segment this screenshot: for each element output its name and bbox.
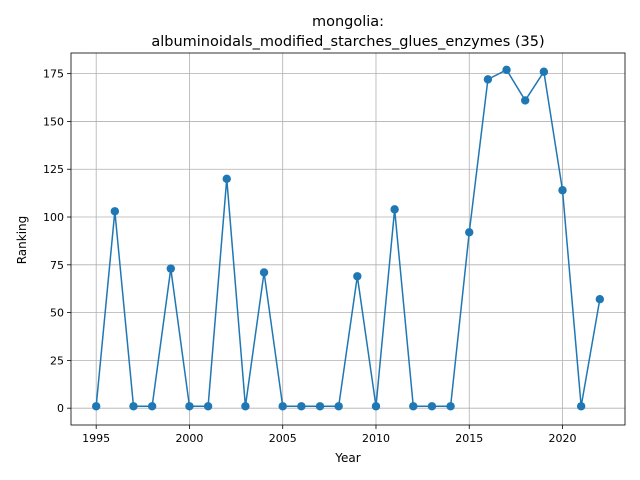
- x-tick-label: 2020: [549, 432, 577, 445]
- data-point: [558, 186, 567, 195]
- x-tick-label: 2015: [455, 432, 483, 445]
- x-axis-label: Year: [334, 451, 360, 465]
- data-point: [259, 268, 269, 277]
- data-point: [576, 402, 586, 411]
- data-point: [446, 402, 455, 411]
- data-point: [539, 67, 549, 76]
- x-tick-label: 2000: [175, 432, 203, 445]
- data-point: [502, 65, 511, 75]
- data-point: [334, 402, 343, 411]
- y-tick-label: 125: [43, 163, 64, 176]
- y-tick-label: 50: [50, 307, 64, 320]
- data-point: [166, 264, 175, 273]
- data-point: [147, 402, 157, 411]
- y-tick-label: 175: [43, 68, 64, 81]
- x-tick-label: 2005: [269, 432, 297, 445]
- data-point: [521, 96, 530, 105]
- data-point: [371, 402, 381, 411]
- y-tick-label: 100: [43, 211, 64, 224]
- y-axis-label: Ranking: [15, 216, 29, 265]
- data-point: [185, 402, 194, 411]
- data-point: [297, 402, 306, 411]
- data-point: [465, 228, 474, 237]
- y-tick-label: 25: [50, 354, 64, 367]
- y-tick-label: 0: [57, 402, 64, 415]
- data-point: [278, 402, 287, 411]
- data-point: [91, 402, 101, 411]
- data-point: [110, 207, 120, 216]
- data-point: [353, 272, 362, 281]
- grid: [71, 53, 625, 425]
- data-point: [390, 205, 399, 214]
- data-point: [203, 402, 213, 411]
- data-point: [241, 402, 250, 411]
- x-tick-label: 1995: [82, 432, 110, 445]
- data-point: [222, 174, 231, 183]
- data-point: [315, 402, 325, 411]
- data-point: [483, 75, 493, 84]
- data-point: [409, 402, 418, 411]
- axis-ticks: 1995 2000 2005 2010 2015 2020 0 25 50 75 100 125 150…: [43, 68, 577, 445]
- y-tick-label: 150: [43, 115, 64, 128]
- chart-title-line1: mongolia:: [312, 14, 384, 30]
- x-tick-label: 2010: [362, 432, 390, 445]
- y-tick-label: 75: [50, 259, 64, 272]
- data-point: [427, 402, 437, 411]
- chart-title-line2: albuminoidals_modified_starches_glues_en…: [151, 34, 544, 50]
- series-line: [95, 68, 601, 408]
- plot-area-frame: [70, 52, 626, 426]
- data-point: [595, 295, 605, 304]
- series-layer: [91, 65, 605, 411]
- data-point: [129, 402, 138, 411]
